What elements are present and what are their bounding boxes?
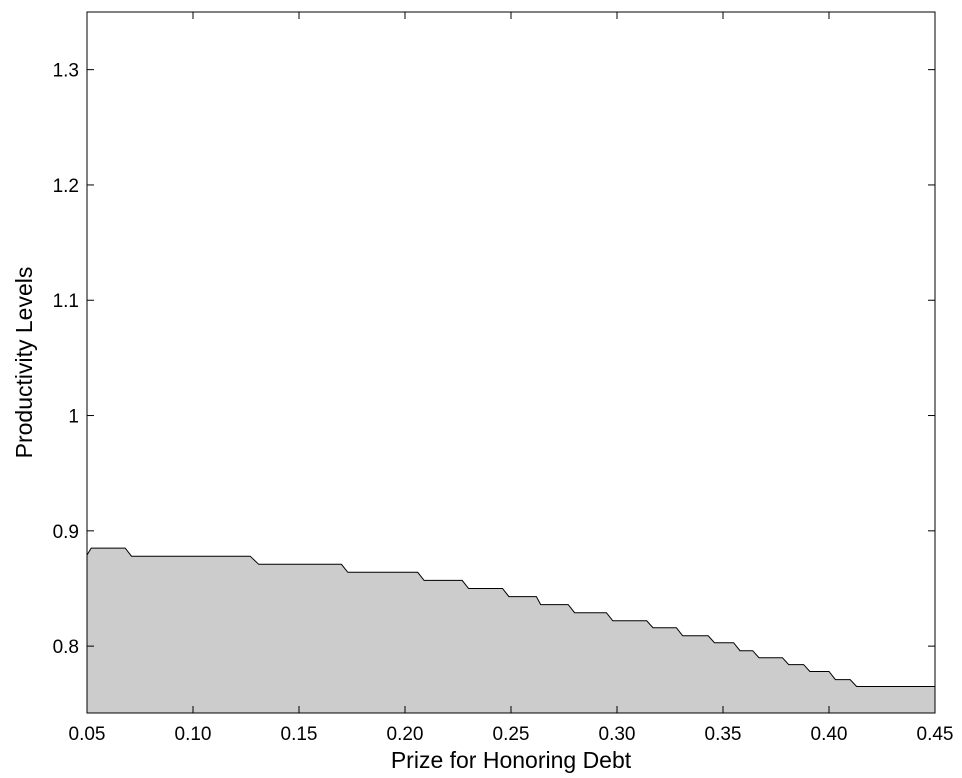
- x-tick-label: 0.30: [599, 724, 636, 745]
- x-axis-label: Prize for Honoring Debt: [391, 747, 632, 773]
- x-tick-label: 0.10: [175, 724, 212, 745]
- x-tick-label: 0.05: [69, 724, 106, 745]
- y-tick-label: 0.8: [53, 637, 79, 658]
- x-tick-label: 0.15: [281, 724, 318, 745]
- x-tick-label: 0.40: [811, 724, 848, 745]
- area-layer: [86, 547, 935, 713]
- x-tick-label: 0.45: [917, 724, 954, 745]
- y-tick-label: 1.1: [53, 291, 79, 312]
- boundary-line: [86, 547, 935, 687]
- y-tick-label: 0.9: [53, 522, 79, 543]
- shaded-region: [87, 548, 935, 713]
- y-tick-label: 1.3: [53, 61, 79, 82]
- y-axis-ticks: 0.8 0.9 1 1.1 1.2 1.3: [53, 61, 935, 658]
- y-axis-label: Productivity Levels: [11, 267, 37, 459]
- x-tick-label: 0.20: [387, 724, 424, 745]
- x-axis-ticks: 0.05 0.10 0.15 0.20 0.25 0.30 0.35 0.40 0.45: [69, 12, 954, 745]
- y-tick-label: 1.2: [53, 176, 79, 197]
- x-tick-label: 0.35: [705, 724, 742, 745]
- y-tick-label: 1: [68, 407, 79, 428]
- x-tick-label: 0.25: [493, 724, 530, 745]
